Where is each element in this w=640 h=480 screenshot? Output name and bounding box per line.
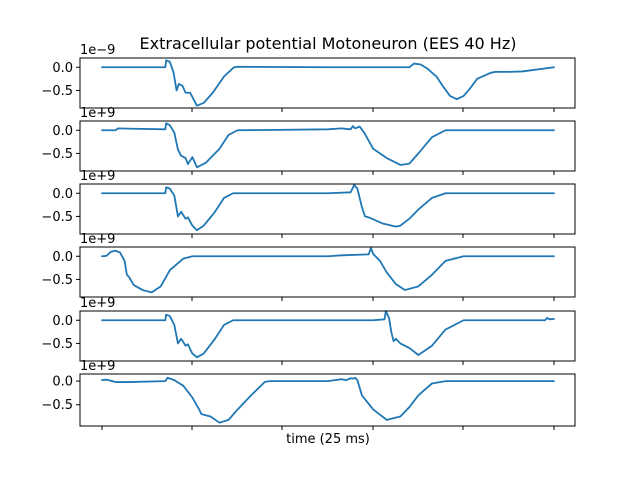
series-line-2 bbox=[101, 122, 555, 169]
axes-frame bbox=[79, 310, 576, 362]
series-line-1 bbox=[101, 59, 555, 107]
x-axis-label: time (25 ms) bbox=[286, 432, 370, 447]
subplot-6: 0.0 −0.5 1e+9 bbox=[41, 359, 576, 430]
axes-frame bbox=[79, 57, 576, 109]
y-offset-label: 1e+9 bbox=[80, 169, 115, 184]
subplot-2: 0.0 −0.5 1e+9 bbox=[41, 106, 576, 175]
series-line-6 bbox=[101, 376, 555, 424]
y-tick-label: −0.5 bbox=[41, 84, 73, 99]
y-offset-label: 1e+9 bbox=[80, 232, 115, 247]
series-line-4 bbox=[101, 247, 555, 294]
y-tick-label: 0.0 bbox=[52, 375, 73, 390]
axes-frame bbox=[79, 373, 576, 427]
y-offset-label: 1e−9 bbox=[80, 43, 115, 58]
axes-frame bbox=[79, 120, 576, 172]
series-line-3 bbox=[101, 184, 555, 232]
y-offset-label: 1e+9 bbox=[80, 296, 115, 311]
subplot-4: 0.0 −0.5 1e+9 bbox=[41, 232, 576, 301]
y-tick-label: −0.5 bbox=[41, 398, 73, 413]
series-line-5 bbox=[101, 310, 555, 359]
y-tick-label: −0.5 bbox=[41, 147, 73, 162]
axes-frame bbox=[79, 183, 576, 235]
y-offset-label: 1e+9 bbox=[80, 359, 115, 374]
y-tick-label: 0.0 bbox=[52, 187, 73, 202]
subplot-1: 0.0 −0.5 1e−9 bbox=[41, 43, 576, 112]
y-tick-label: 0.0 bbox=[52, 124, 73, 139]
subplots: 0.0 −0.5 1e−9 0.0 −0.5 1e+9 0.0 −0.5 1e+9 0.0 −0.5… bbox=[41, 43, 576, 430]
y-offset-label: 1e+9 bbox=[80, 106, 115, 121]
y-tick-label: −0.5 bbox=[41, 337, 73, 352]
y-tick-label: 0.0 bbox=[52, 314, 73, 329]
chart-title: Extracellular potential Motoneuron (EES … bbox=[140, 34, 517, 53]
y-tick-label: −0.5 bbox=[41, 210, 73, 225]
y-tick-label: −0.5 bbox=[41, 273, 73, 288]
y-tick-label: 0.0 bbox=[52, 250, 73, 265]
axes-frame bbox=[79, 246, 576, 298]
subplot-5: 0.0 −0.5 1e+9 bbox=[41, 296, 576, 365]
y-tick-label: 0.0 bbox=[52, 61, 73, 76]
subplot-3: 0.0 −0.5 1e+9 bbox=[41, 169, 576, 238]
